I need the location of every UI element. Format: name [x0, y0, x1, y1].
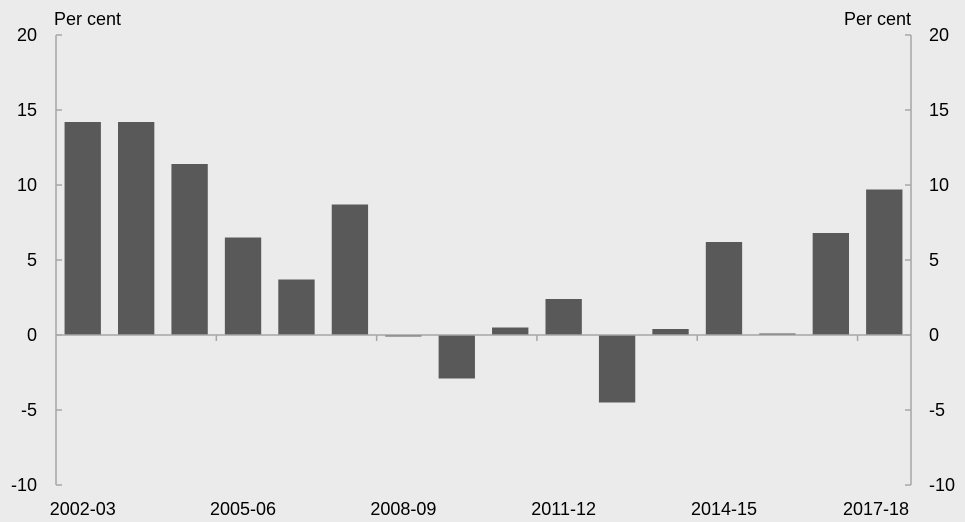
bar-2010-11	[492, 327, 529, 335]
bar-2002-03	[64, 122, 101, 335]
x-tick-label: 2002-03	[50, 499, 116, 519]
labels-group: Per cent Per cent 20 20 15 15 10 10 5 5 0 0 -5 -5 -1…	[11, 9, 955, 519]
bar-2013-14	[652, 329, 689, 335]
y-tick-label-right: 10	[929, 175, 949, 195]
ticks-group	[56, 34, 911, 486]
y-tick-label-left: -10	[11, 475, 37, 495]
x-tick-label: 2005-06	[210, 499, 276, 519]
bar-2011-12	[545, 299, 582, 335]
y-tick-label-right: 15	[929, 100, 949, 120]
bar-2004-05	[171, 164, 208, 335]
y-tick-label-left: -5	[21, 400, 37, 420]
y-tick-label-left: 15	[17, 100, 37, 120]
bar-2014-15	[705, 242, 743, 335]
y-tick-label-left: 0	[27, 325, 37, 345]
bar-2007-08	[331, 204, 369, 335]
bar-2009-10	[438, 335, 475, 379]
bar-2005-06	[224, 237, 262, 335]
bar-2016-17	[812, 233, 850, 335]
x-tick-label: 2008-09	[370, 499, 436, 519]
bar-2006-07	[278, 279, 315, 335]
y-tick-label-right: 5	[929, 250, 939, 270]
bars-group	[64, 122, 903, 403]
y-tick-label-right: 20	[929, 25, 949, 45]
y-tick-label-left: 20	[17, 25, 37, 45]
x-tick-label: 2014-15	[691, 499, 757, 519]
bar-2003-04	[117, 122, 155, 335]
y-tick-label-right: 0	[929, 325, 939, 345]
bar-2017-18	[866, 189, 903, 335]
bar-2012-13	[598, 335, 636, 403]
y-tick-label-left: 5	[27, 250, 37, 270]
y-tick-label-right: -10	[929, 475, 955, 495]
y-axis-label-left: Per cent	[54, 9, 121, 29]
y-axis-label-right: Per cent	[844, 9, 911, 29]
y-tick-label-right: -5	[929, 400, 945, 420]
y-tick-label-left: 10	[17, 175, 37, 195]
x-tick-label: 2017-18	[843, 499, 909, 519]
x-tick-label: 2011-12	[531, 499, 596, 519]
